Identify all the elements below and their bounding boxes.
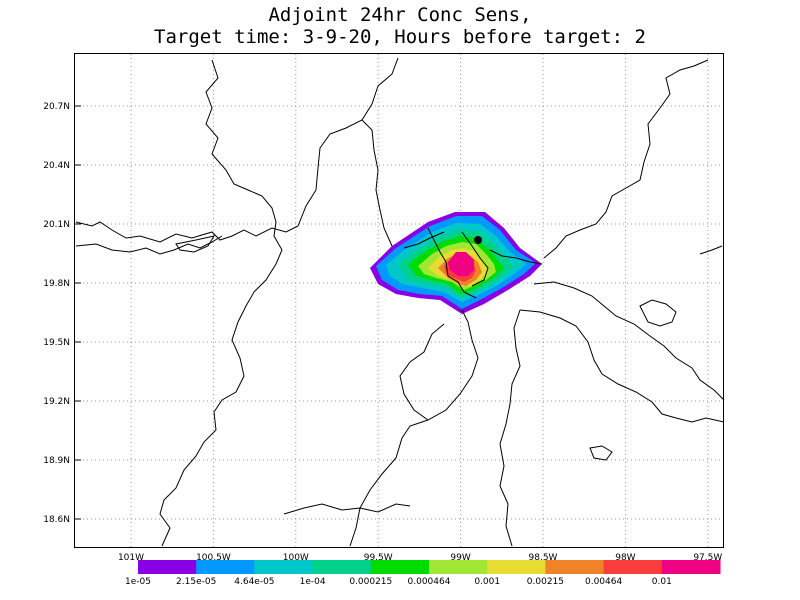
- boundary-line: [499, 309, 521, 547]
- colorbar-label: 2.15e-05: [176, 577, 216, 587]
- colorbar-label: 0.00215: [527, 577, 564, 587]
- lat-tick-label: 20.1N: [43, 220, 70, 230]
- colorbar-label: 0.000215: [349, 577, 392, 587]
- boundary-line: [639, 299, 677, 327]
- boundary-line: [543, 59, 709, 259]
- boundary-line: [349, 309, 479, 547]
- target-marker: [474, 236, 482, 244]
- latitude-labels: 20.7N 20.4N 20.1N 19.8N 19.5N 19.2N 18.9N 18.6N: [43, 102, 70, 525]
- colorbar-swatch: [370, 560, 430, 574]
- colorbar-label: 0.01: [652, 577, 672, 587]
- boundary-line: [519, 309, 725, 423]
- longitude-labels: 101W 100.5W 100W 99.5W 99W 98.5W 98W 97.5W: [118, 553, 722, 563]
- colorbar-swatch: [603, 560, 663, 574]
- colorbar-swatch: [487, 560, 546, 574]
- colorbar-label: 1e-04: [300, 577, 326, 587]
- lon-tick-label: 100.5W: [196, 553, 231, 563]
- colorbar-swatch: [138, 560, 197, 574]
- boundary-line: [297, 57, 399, 227]
- boundary-line: [399, 323, 445, 421]
- colorbar-label: 0.00464: [585, 577, 622, 587]
- lon-tick-label: 98W: [615, 553, 635, 563]
- boundary-line: [283, 503, 411, 515]
- lon-tick-label: 101W: [118, 553, 144, 563]
- boundary-line: [489, 249, 543, 265]
- boundary-line: [159, 59, 283, 547]
- sensitivity-plume: [370, 212, 542, 314]
- boundary-line: [461, 231, 489, 287]
- colorbar-swatch: [661, 560, 721, 574]
- map-frame: [74, 53, 724, 548]
- boundary-line: [75, 235, 223, 255]
- colorbar-label: 0.000464: [408, 577, 451, 587]
- lon-tick-label: 99W: [450, 553, 470, 563]
- colorbar-label: 0.001: [474, 577, 500, 587]
- boundary-line: [699, 245, 723, 255]
- lat-tick-label: 19.2N: [43, 397, 70, 407]
- colorbar-legend: 1e-05 2.15e-05 4.64e-05 1e-04 0.000215 0.0004…: [125, 560, 721, 587]
- colorbar-swatch: [312, 560, 372, 574]
- boundary-line: [75, 221, 299, 243]
- lon-tick-label: 100W: [283, 553, 309, 563]
- boundary-line: [403, 231, 445, 249]
- state-boundaries: [75, 57, 725, 547]
- colorbar-swatch: [196, 560, 255, 574]
- lat-tick-label: 18.6N: [43, 515, 70, 525]
- colorbar-swatch: [429, 560, 488, 574]
- lat-tick-label: 19.5N: [43, 338, 70, 348]
- lat-tick-label: 18.9N: [43, 456, 70, 466]
- lat-tick-label: 20.7N: [43, 102, 70, 112]
- lon-tick-label: 98.5W: [529, 553, 558, 563]
- lat-tick-label: 19.8N: [43, 279, 70, 289]
- colorbar-label: 4.64e-05: [234, 577, 274, 587]
- colorbar-label: 1e-05: [125, 577, 151, 587]
- boundary-line: [361, 119, 393, 247]
- boundary-line: [175, 235, 216, 253]
- plot-title-line1: Adjoint 24hr Conc Sens,: [268, 4, 532, 26]
- boundary-line: [427, 227, 477, 299]
- colorbar-swatch: [254, 560, 314, 574]
- map-gridlines: [75, 54, 723, 547]
- boundary-line: [589, 445, 613, 461]
- lon-tick-label: 99.5W: [364, 553, 393, 563]
- plume-level-10: [448, 252, 474, 276]
- plot-title-line2: Target time: 3-9-20, Hours before target…: [154, 26, 646, 48]
- boundary-line: [533, 281, 725, 401]
- lat-tick-label: 20.4N: [43, 161, 70, 171]
- colorbar-swatch: [545, 560, 605, 574]
- lon-tick-label: 97.5W: [693, 553, 722, 563]
